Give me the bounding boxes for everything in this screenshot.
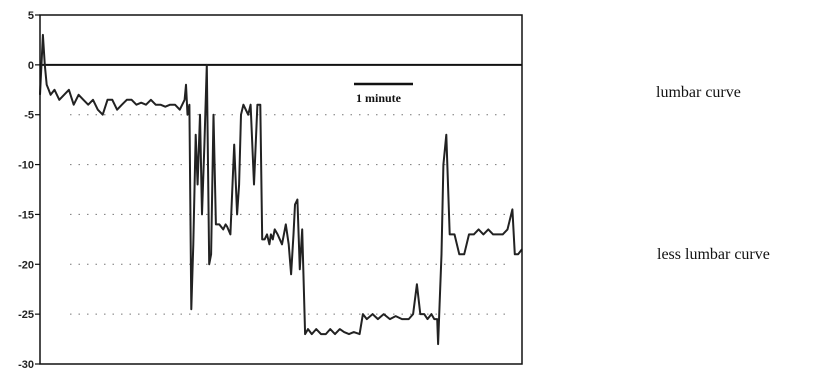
y-tick-label: -10: [18, 160, 34, 172]
y-tick-label: -25: [18, 309, 34, 321]
y-tick-label: -30: [18, 359, 34, 371]
y-tick-label: 0: [28, 60, 34, 72]
time-scale-label: 1 minute: [356, 91, 402, 105]
grid-lines: [70, 114, 510, 315]
y-axis: 5 0 -5 -10 -15 -20 -25 -30: [18, 10, 40, 371]
y-tick-label: -5: [24, 110, 34, 122]
annotation-lumbar-curve: lumbar curve: [656, 84, 741, 101]
time-scale-bar: 1 minute: [354, 82, 413, 105]
series-line: [39, 33, 523, 346]
y-tick-label: -20: [18, 259, 34, 271]
y-tick-label: -15: [18, 209, 34, 221]
plot-frame: [39, 14, 523, 365]
annotation-less-lumbar-curve: less lumbar curve: [657, 246, 770, 263]
y-tick-label: 5: [28, 10, 34, 22]
